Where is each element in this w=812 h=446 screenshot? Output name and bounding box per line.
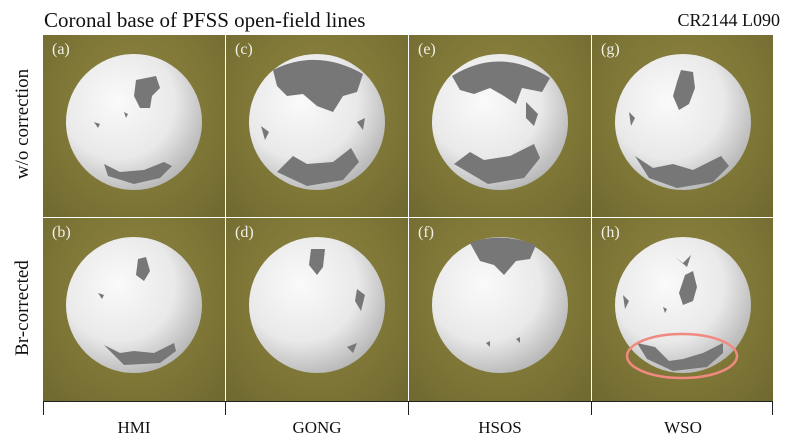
sun-sphere [249,237,385,373]
sun-sphere [432,237,568,373]
panel-label-e: (e) [418,41,436,58]
panel-b: (b) [43,218,225,401]
sun-sphere [66,54,202,190]
open-field-region [635,156,729,188]
open-field-region [454,144,540,184]
open-field-region [136,257,150,281]
sun-sphere [615,54,751,190]
grid-divider [591,35,592,401]
open-field-region [637,343,723,371]
open-field-region [470,237,536,275]
panel-g: (g) [592,35,773,217]
row-label-uncorrected: w/o correction [12,68,33,180]
axis-tick [591,401,592,415]
highlight-ellipse [625,332,739,380]
open-field-region [309,249,325,275]
panel-d: (d) [226,218,408,401]
panel-label-a: (a) [52,41,70,58]
carrington-label: CR2144 L090 [677,10,780,30]
panel-label-g: (g) [601,41,620,58]
open-field-region [94,112,128,128]
axis-tick [408,401,409,415]
axis-tick [225,401,226,415]
panel-label-b: (b) [52,224,71,241]
axis-tick [43,401,44,415]
column-label-hsos: HSOS [478,418,522,437]
open-field-region [347,343,357,353]
panel-label-c: (c) [235,41,253,58]
open-field-region [675,255,691,267]
open-field-region [277,148,359,186]
open-field-region [355,289,365,311]
figure-title: Coronal base of PFSS open-field lines [44,8,366,32]
axis-tick [772,401,773,415]
open-field-region [486,337,520,347]
row-label-corrected: Br-corrected [12,260,33,356]
grid-divider [408,35,409,401]
column-label-gong: GONG [292,418,342,437]
panel-h: (h) [592,218,773,401]
open-field-region [98,293,104,299]
grid-divider [225,35,226,401]
open-field-region [452,61,550,104]
open-field-region [134,76,160,108]
panel-f: (f) [409,218,591,401]
column-axis [43,401,773,415]
sun-sphere [432,54,568,190]
column-label-wso: WSO [664,418,702,437]
open-field-region [104,343,176,365]
panel-e: (e) [409,35,591,217]
panel-a: (a) [43,35,225,217]
panel-label-d: (d) [235,224,254,241]
open-field-region [273,59,363,112]
panel-c: (c) [226,35,408,217]
open-field-region [526,102,538,126]
sun-sphere [66,237,202,373]
open-field-region [679,271,697,305]
grid-divider [43,217,773,218]
open-field-region [104,162,172,184]
panel-grid: (a) (c) (e) (g) [43,35,773,401]
sun-sphere [249,54,385,190]
open-field-region [673,70,695,110]
panel-label-h: (h) [601,224,620,241]
column-label-hmi: HMI [117,418,151,437]
open-field-region [629,112,635,126]
panel-label-f: (f) [418,224,434,241]
